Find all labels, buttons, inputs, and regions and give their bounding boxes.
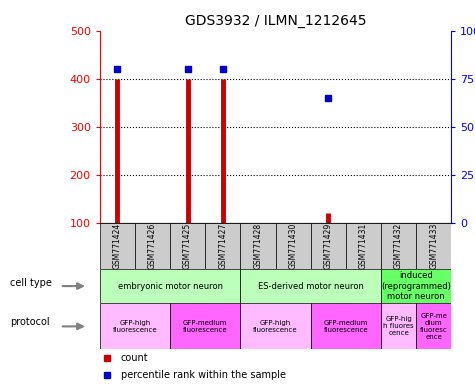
- Text: count: count: [121, 353, 149, 363]
- Text: GSM771425: GSM771425: [183, 223, 192, 269]
- Text: GFP-medium
fluorescence: GFP-medium fluorescence: [183, 320, 228, 333]
- Text: GSM771433: GSM771433: [429, 223, 438, 269]
- Text: GFP-high
fluorescence: GFP-high fluorescence: [113, 320, 157, 333]
- Text: GFP-me
dium
fluoresc
ence: GFP-me dium fluoresc ence: [420, 313, 447, 340]
- Text: GSM771428: GSM771428: [254, 223, 262, 269]
- Title: GDS3932 / ILMN_1212645: GDS3932 / ILMN_1212645: [185, 14, 366, 28]
- Text: GSM771431: GSM771431: [359, 223, 368, 269]
- Text: cell type: cell type: [10, 278, 52, 288]
- FancyBboxPatch shape: [135, 223, 170, 269]
- Text: GSM771429: GSM771429: [324, 223, 332, 269]
- FancyBboxPatch shape: [381, 223, 416, 269]
- Text: ES-derived motor neuron: ES-derived motor neuron: [258, 281, 363, 291]
- FancyBboxPatch shape: [205, 223, 240, 269]
- Text: GFP-hig
h fluores
cence: GFP-hig h fluores cence: [383, 316, 414, 336]
- Text: GFP-high
fluorescence: GFP-high fluorescence: [253, 320, 298, 333]
- FancyBboxPatch shape: [170, 303, 240, 349]
- FancyBboxPatch shape: [311, 223, 346, 269]
- FancyBboxPatch shape: [100, 269, 240, 303]
- Text: GSM771432: GSM771432: [394, 223, 403, 269]
- Text: GFP-medium
fluorescence: GFP-medium fluorescence: [323, 320, 368, 333]
- FancyBboxPatch shape: [276, 223, 311, 269]
- FancyBboxPatch shape: [416, 223, 451, 269]
- FancyBboxPatch shape: [346, 223, 381, 269]
- FancyBboxPatch shape: [100, 223, 135, 269]
- Text: GSM771430: GSM771430: [289, 223, 297, 269]
- FancyBboxPatch shape: [100, 303, 170, 349]
- Text: percentile rank within the sample: percentile rank within the sample: [121, 370, 286, 381]
- FancyBboxPatch shape: [240, 303, 311, 349]
- Text: protocol: protocol: [10, 317, 49, 327]
- FancyBboxPatch shape: [381, 303, 416, 349]
- Text: GSM771424: GSM771424: [113, 223, 122, 269]
- FancyBboxPatch shape: [311, 303, 381, 349]
- Text: GSM771427: GSM771427: [218, 223, 227, 269]
- FancyBboxPatch shape: [381, 269, 451, 303]
- Text: embryonic motor neuron: embryonic motor neuron: [117, 281, 223, 291]
- Text: induced
(reprogrammed)
motor neuron: induced (reprogrammed) motor neuron: [381, 271, 451, 301]
- FancyBboxPatch shape: [170, 223, 205, 269]
- FancyBboxPatch shape: [240, 269, 381, 303]
- Text: GSM771426: GSM771426: [148, 223, 157, 269]
- FancyBboxPatch shape: [416, 303, 451, 349]
- FancyBboxPatch shape: [240, 223, 276, 269]
